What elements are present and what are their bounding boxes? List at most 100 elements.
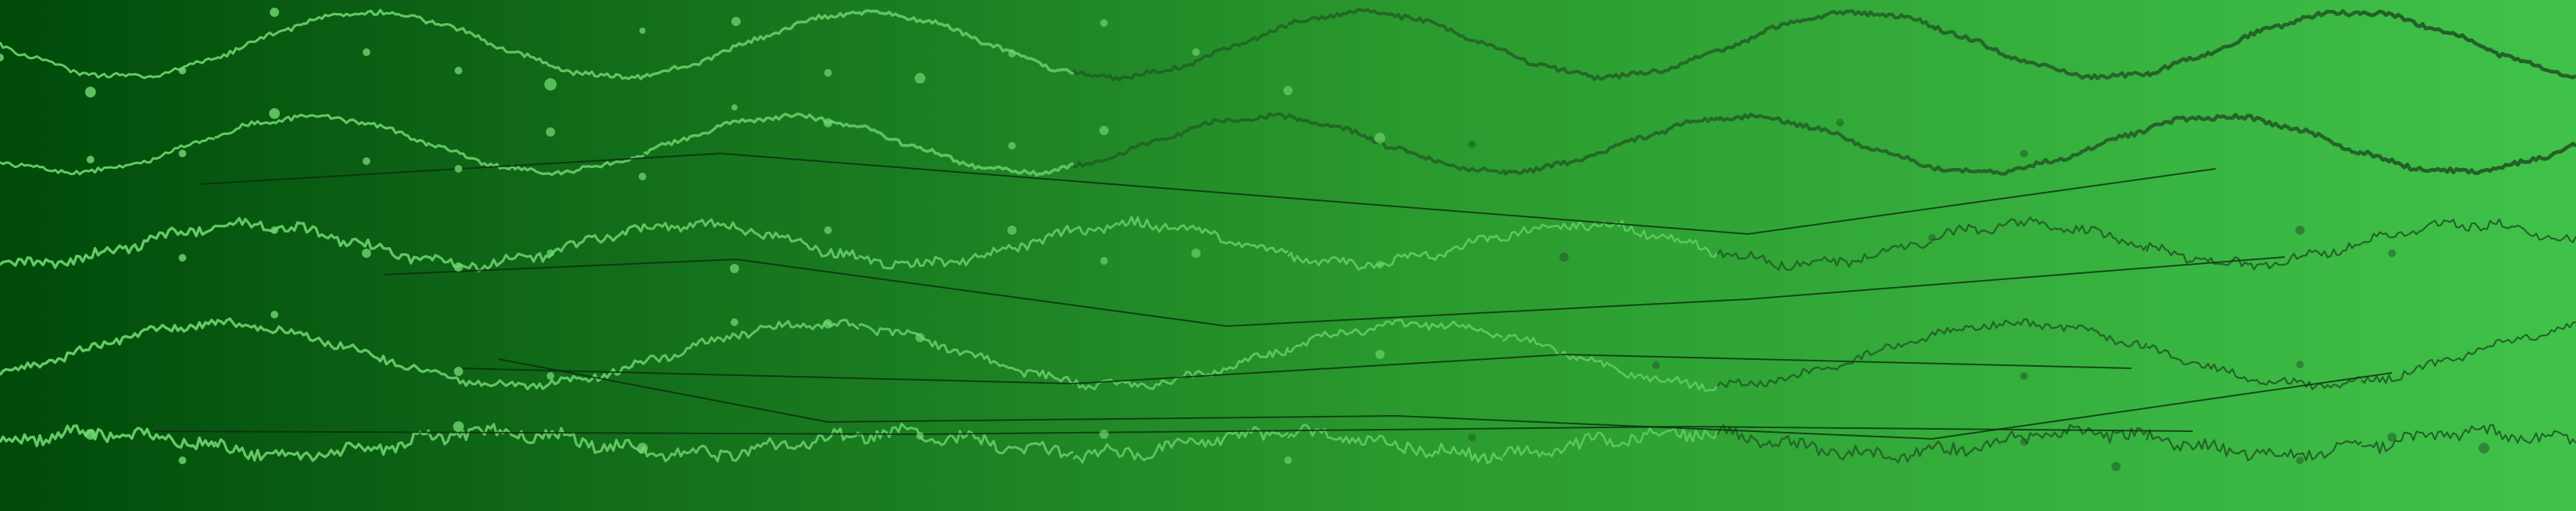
dot-marker (639, 28, 646, 34)
dot-marker (731, 17, 741, 26)
dot-marker (1836, 119, 1844, 127)
dot-marker (179, 67, 186, 74)
wave-row-2-segment (2145, 113, 2363, 156)
wave-row-2-segment (1287, 113, 1503, 175)
dot-marker (2020, 372, 2028, 380)
dot-marker (2388, 249, 2396, 257)
dot-marker (2387, 433, 2397, 442)
wave-row-3-segment (2145, 242, 2362, 271)
dot-marker (179, 150, 186, 157)
dot-marker (2296, 457, 2304, 464)
dot-marker (2295, 226, 2305, 235)
wave-row-5-segment (2145, 429, 2362, 462)
wave-row-2-segment (2360, 141, 2576, 176)
wave-row-3-segment (642, 218, 859, 260)
wave-row-1-segment (214, 8, 430, 61)
dot-marker (271, 311, 278, 318)
wave-row-1-segment (429, 19, 646, 81)
wave-row-3-segment (858, 224, 1074, 270)
wave-row-5-segment (0, 424, 216, 450)
wave-row-2-segment (214, 114, 431, 147)
wave-row-1-segment (642, 10, 859, 78)
dot-marker (2111, 462, 2121, 471)
dot-marker (823, 118, 833, 127)
dot-marker (269, 108, 280, 119)
wave-row-1-segment (2145, 8, 2363, 77)
wave-row-4-segment (429, 359, 646, 391)
wave-row-5-segment (642, 427, 860, 463)
wave-row-4-segment (1502, 333, 1719, 392)
wave-row-5-segment (858, 422, 1074, 459)
dot-marker (1652, 361, 1660, 369)
dot-marker (1283, 86, 1293, 95)
wave-row-2-segment (1501, 116, 1719, 176)
wave-row-5-segment (1716, 424, 1934, 463)
dot-marker (823, 319, 833, 328)
dark-line-3 (459, 353, 2132, 385)
wave-row-2-segment (643, 112, 859, 155)
dot-marker (0, 54, 4, 61)
wave-row-3-segment (214, 216, 430, 265)
dot-marker (85, 87, 96, 97)
dot-marker (270, 8, 279, 17)
wave-row-4-segment (1287, 318, 1503, 353)
dot-marker (2020, 438, 2028, 446)
wave-row-5-segment (428, 423, 646, 454)
dot-marker (1928, 234, 1936, 242)
wave-row-2-segment (1930, 129, 2148, 176)
dot-marker (1100, 19, 1108, 27)
dot-marker (547, 249, 554, 257)
dot-marker (454, 262, 463, 272)
dot-marker (455, 165, 462, 173)
dot-marker (85, 429, 96, 440)
wave-row-1-segment (1072, 24, 1289, 82)
wave-row-3-segment (1073, 216, 1289, 254)
dot-marker (1284, 457, 1292, 464)
dot-marker (639, 173, 646, 180)
dot-marker (637, 443, 648, 453)
dot-marker (363, 48, 370, 56)
wave-row-1-segment (1287, 7, 1503, 51)
dot-marker (824, 69, 832, 77)
wave-row-2-segment (1716, 112, 1934, 169)
wave-row-5-segment (2361, 424, 2576, 454)
dot-marker (731, 318, 738, 326)
dot-marker (453, 421, 464, 432)
dot-marker (179, 254, 186, 262)
dot-marker (455, 67, 462, 74)
dot-marker (546, 127, 555, 137)
wave-row-5-segment (1501, 427, 1719, 458)
dot-marker (179, 457, 186, 464)
dot-marker (1099, 126, 1109, 135)
dot-marker (1468, 140, 1476, 148)
wave-row-2-segment (429, 143, 645, 176)
dot-marker (271, 226, 278, 234)
wave-row-2-segment (1073, 112, 1290, 169)
wave-row-5-segment (1931, 424, 2147, 457)
wave-row-1-segment (857, 8, 1074, 75)
dot-marker (454, 367, 463, 376)
wave-row-5-segment (213, 429, 431, 462)
wave-row-4-segment (2361, 321, 2576, 384)
dot-marker (730, 264, 739, 273)
dot-layer (0, 8, 2489, 471)
dot-marker (2020, 150, 2028, 157)
dot-marker (731, 104, 738, 110)
wave-row-4-segment (1931, 318, 2148, 349)
dot-marker (1008, 142, 1016, 150)
wave-row-4-segment (858, 323, 1074, 386)
wave-row-4-segment (0, 318, 216, 376)
dot-marker (1375, 350, 1385, 359)
dot-marker (1100, 257, 1108, 265)
wave-row-3-segment (1931, 216, 2147, 251)
wave-row-4-segment (1716, 331, 1933, 388)
dark-line-5 (153, 425, 2193, 436)
dot-marker (1007, 226, 1017, 235)
dot-marker (544, 78, 557, 91)
wave-row-1-segment (2361, 9, 2576, 80)
wave-row-3-segment (1502, 219, 1719, 258)
dot-marker (1375, 133, 1385, 143)
dot-marker (547, 372, 554, 380)
dot-marker (362, 249, 371, 258)
